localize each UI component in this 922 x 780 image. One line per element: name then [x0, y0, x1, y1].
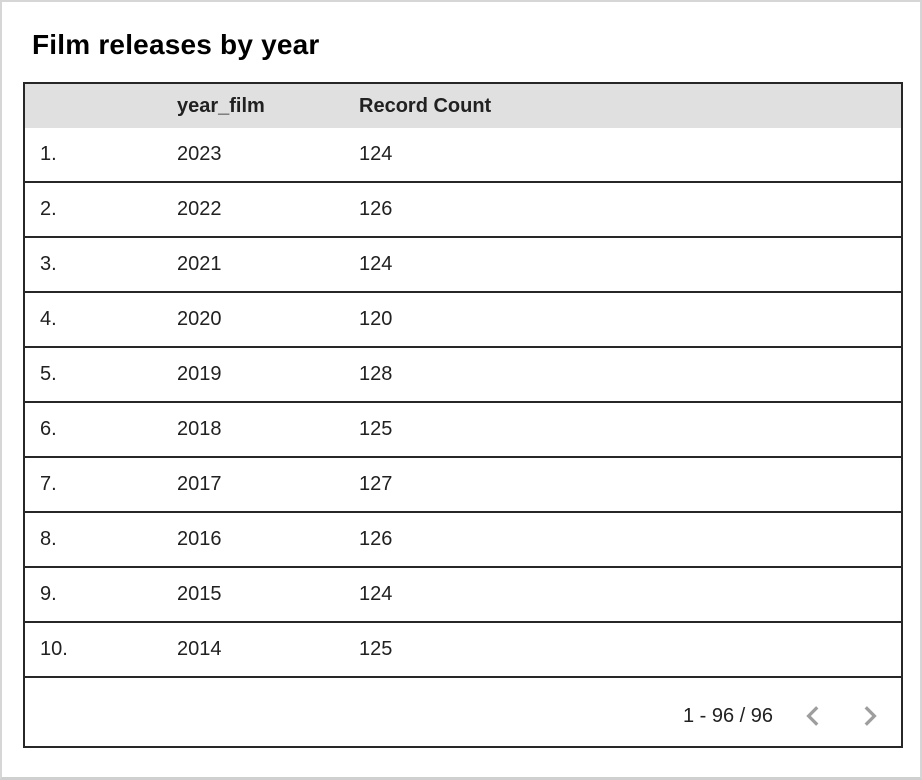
year-film-cell: 2019 — [162, 346, 344, 402]
year-film-cell: 2018 — [162, 401, 344, 457]
row-index-cell: 10. — [25, 621, 162, 676]
table-body: 1. 2023 124 2. 2022 126 3. 2021 124 4. 2020 120 5. 20… — [25, 128, 901, 676]
table-row[interactable]: 5. 2019 128 — [25, 346, 901, 402]
table-row[interactable]: 6. 2018 125 — [25, 401, 901, 457]
row-index-cell: 6. — [25, 401, 162, 457]
row-index-cell: 1. — [25, 128, 162, 182]
record-count-cell: 120 — [344, 291, 901, 347]
table-header: year_film Record Count — [25, 84, 901, 128]
table-chart: year_film Record Count 1. 2023 124 2. 2022 12… — [23, 82, 903, 748]
year-film-cell: 2015 — [162, 566, 344, 622]
year-film-cell: 2021 — [162, 236, 344, 292]
header-row: year_film Record Count — [25, 84, 901, 128]
table-row[interactable]: 4. 2020 120 — [25, 291, 901, 347]
previous-page-button[interactable] — [800, 702, 828, 730]
pagination-range-label: 1 - 96 / 96 — [682, 704, 773, 727]
record-count-cell: 128 — [344, 346, 901, 402]
table-row[interactable]: 7. 2017 127 — [25, 456, 901, 512]
chevron-right-icon — [856, 703, 882, 729]
table-row[interactable]: 8. 2016 126 — [25, 511, 901, 567]
table-row[interactable]: 3. 2021 124 — [25, 236, 901, 292]
row-index-cell: 2. — [25, 181, 162, 237]
year-film-cell: 2017 — [162, 456, 344, 512]
row-index-cell: 7. — [25, 456, 162, 512]
row-index-cell: 3. — [25, 236, 162, 292]
table-row[interactable]: 9. 2015 124 — [25, 566, 901, 622]
page-title: Film releases by year — [32, 29, 320, 60]
record-count-cell: 127 — [344, 456, 901, 512]
row-index-cell: 4. — [25, 291, 162, 347]
record-count-cell: 124 — [344, 128, 901, 182]
table-row[interactable]: 1. 2023 124 — [25, 128, 901, 182]
data-table: year_film Record Count 1. 2023 124 2. 2022 12… — [25, 84, 901, 676]
record-count-cell: 126 — [344, 511, 901, 567]
record-count-cell: 125 — [344, 401, 901, 457]
year-film-cell: 2014 — [162, 621, 344, 676]
row-index-cell: 5. — [25, 346, 162, 402]
next-page-button[interactable] — [855, 702, 883, 730]
column-header-record-count[interactable]: Record Count — [344, 84, 901, 128]
year-film-cell: 2020 — [162, 291, 344, 347]
chevron-left-icon — [801, 703, 827, 729]
record-count-cell: 125 — [344, 621, 901, 676]
row-index-cell: 8. — [25, 511, 162, 567]
year-film-cell: 2023 — [162, 128, 344, 182]
pagination-bar: 1 - 96 / 96 — [25, 676, 901, 746]
table-row[interactable]: 10. 2014 125 — [25, 621, 901, 676]
record-count-cell: 124 — [344, 236, 901, 292]
year-film-cell: 2022 — [162, 181, 344, 237]
record-count-cell: 126 — [344, 181, 901, 237]
column-header-index — [25, 84, 162, 128]
record-count-cell: 124 — [344, 566, 901, 622]
year-film-cell: 2016 — [162, 511, 344, 567]
column-header-year-film[interactable]: year_film — [162, 84, 344, 128]
row-index-cell: 9. — [25, 566, 162, 622]
table-row[interactable]: 2. 2022 126 — [25, 181, 901, 237]
